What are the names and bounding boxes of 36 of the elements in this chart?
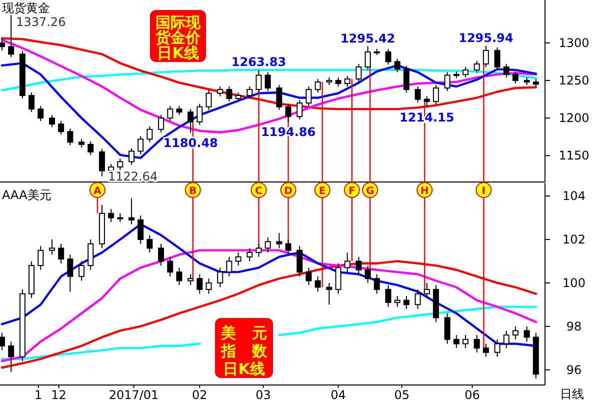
- text: 国际现货金价日K线: [154, 13, 202, 62]
- x-tick-label: 2017/01: [108, 388, 159, 400]
- y-tick-label: 1250: [558, 73, 590, 88]
- x-tick-label: 04: [330, 388, 346, 400]
- y-tick-label: 1300: [558, 36, 590, 50]
- x-tick-label: 1: [34, 388, 42, 400]
- text: 日线: [560, 387, 584, 400]
- y-tick-label: 100: [562, 276, 586, 290]
- text: 美元指数日K线: [220, 324, 268, 378]
- ref-line-label: D: [284, 186, 292, 197]
- y-tick-label: 98: [566, 319, 582, 334]
- ref-line-label: F: [348, 186, 356, 197]
- ref-line-label: G: [366, 186, 374, 197]
- y-tick-label: 104: [562, 189, 586, 204]
- annotation: 1337.26: [16, 14, 66, 29]
- x-tick-label: 12: [51, 388, 66, 400]
- x-tick-label: 05: [394, 388, 410, 400]
- x-tick-label: 06: [464, 388, 480, 400]
- y-tick-label: 96: [566, 362, 582, 377]
- x-tick-label: 02: [192, 388, 208, 400]
- annotation: 1295.94: [458, 30, 514, 45]
- ref-line-label: C: [255, 186, 262, 197]
- y-tick-label: 1200: [558, 111, 590, 126]
- x-tick-label: 03: [256, 388, 271, 400]
- ref-line-label: H: [420, 186, 429, 197]
- chart-subtitle: 现货黄金: [2, 1, 50, 15]
- annotation: 1122.64: [108, 169, 158, 184]
- y-tick-label: 1150: [558, 148, 590, 163]
- ref-line-label: E: [318, 186, 326, 197]
- annotation: 1295.42: [340, 31, 396, 46]
- ref-line-label: B: [189, 186, 197, 197]
- y-tick-label: 102: [562, 232, 586, 246]
- ref-line-label: A: [94, 186, 102, 197]
- ref-line-label: I: [482, 186, 486, 197]
- text: AAA美元: [2, 188, 52, 202]
- annotation: 1263.83: [231, 55, 286, 70]
